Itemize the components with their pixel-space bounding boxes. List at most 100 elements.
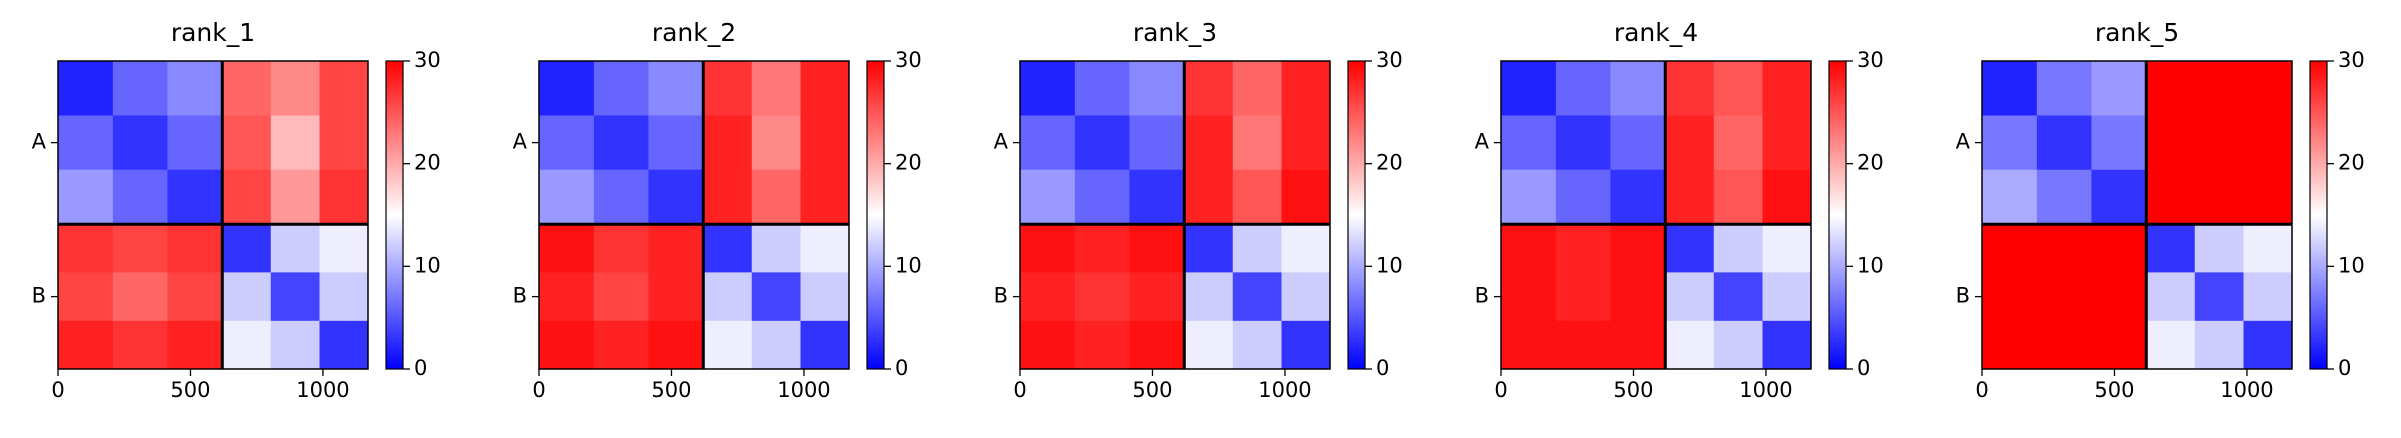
- heatmap-cell: [593, 320, 649, 370]
- heatmap-cell: [58, 61, 114, 116]
- heatmap-cell: [2036, 115, 2092, 171]
- heatmap-cell: [270, 169, 321, 225]
- heatmap-cell: [1762, 272, 1812, 322]
- heatmap-cell: [2036, 320, 2092, 370]
- heatmap-cell: [270, 320, 321, 370]
- heatmap-cell: [1020, 61, 1076, 116]
- heatmap-cell: [1129, 320, 1185, 370]
- heatmap-cell: [270, 224, 321, 273]
- heatmap-cell: [2243, 169, 2293, 225]
- colorbar-tick-label: 20: [895, 151, 922, 175]
- colorbar-tick-label: 20: [414, 151, 441, 175]
- y-tick-label: A: [32, 130, 47, 154]
- heatmap-cell: [319, 169, 369, 225]
- heatmap-cell: [1232, 224, 1283, 273]
- heatmap-cell: [1184, 115, 1234, 171]
- plot-frame: [57, 60, 369, 370]
- heatmap-cell: [2243, 115, 2293, 171]
- heatmap-cell: [1281, 115, 1331, 171]
- heatmap-cell: [1610, 272, 1666, 322]
- heatmap-cell: [1713, 61, 1764, 116]
- heatmap-cell: [648, 61, 704, 116]
- heatmap-cell: [58, 169, 114, 225]
- heatmap-cell: [539, 115, 595, 171]
- heatmap-cell: [648, 115, 704, 171]
- heatmap-cell: [1501, 320, 1557, 370]
- heatmap-cell: [167, 115, 223, 171]
- heatmap-cell: [2036, 61, 2092, 116]
- heatmap-cell: [1610, 115, 1666, 171]
- heatmap-cell: [1501, 224, 1557, 273]
- heatmap-cell: [2036, 272, 2092, 322]
- y-tick-label: A: [1475, 130, 1490, 154]
- colorbar-tick-label: 20: [1857, 151, 1884, 175]
- colorbar-tick-label: 10: [1857, 253, 1884, 277]
- heatmap-cell: [800, 61, 850, 116]
- heatmap-cell: [1281, 272, 1331, 322]
- heatmap-cell: [1501, 169, 1557, 225]
- heatmap-cell: [751, 224, 802, 273]
- x-tick-label: 1000: [2220, 378, 2273, 402]
- colorbar-tick-label: 10: [895, 253, 922, 277]
- colorbar: [2309, 60, 2328, 370]
- colorbar-tick-label: 30: [1857, 48, 1884, 72]
- colorbar: [385, 60, 404, 370]
- heatmap-cell: [222, 115, 272, 171]
- heatmap-cell: [1762, 320, 1812, 370]
- heatmap-cell: [1281, 61, 1331, 116]
- heatmap-cell: [319, 272, 369, 322]
- plot-frame: [1019, 60, 1331, 370]
- panel-title: rank_3: [1133, 18, 1217, 47]
- heatmap-cell: [58, 320, 114, 370]
- heatmap-cell: [1129, 61, 1185, 116]
- x-tick-label: 0: [1975, 378, 1988, 402]
- heatmap-cell: [1184, 169, 1234, 225]
- heatmap-cell: [222, 169, 272, 225]
- heatmap-cell: [1665, 169, 1715, 225]
- heatmap-cell: [2194, 272, 2245, 322]
- heatmap-cell: [800, 272, 850, 322]
- colorbar-tick-label: 0: [414, 356, 427, 380]
- x-tick-label: 500: [1613, 378, 1653, 402]
- heatmap-cell: [1665, 115, 1715, 171]
- heatmap-cell: [2243, 61, 2293, 116]
- heatmap-cell: [648, 224, 704, 273]
- plot-frame: [538, 60, 850, 370]
- heatmap-cell: [167, 61, 223, 116]
- x-tick-label: 1000: [1739, 378, 1792, 402]
- heatmap-cell: [1074, 61, 1130, 116]
- colorbar-tick-label: 0: [1857, 356, 1870, 380]
- heatmap-cell: [800, 115, 850, 171]
- heatmap-cell: [2194, 115, 2245, 171]
- heatmap-cell: [1610, 320, 1666, 370]
- heatmap-cell: [1501, 61, 1557, 116]
- heatmap-cell: [1129, 272, 1185, 322]
- panel: rank_5 0 500 1000 A B 0 10 20 30: [1956, 18, 2365, 402]
- x-tick-label: 0: [1013, 378, 1026, 402]
- heatmap-cell: [112, 61, 168, 116]
- heatmap-cell: [2146, 320, 2196, 370]
- colorbar: [866, 60, 885, 370]
- heatmap-cell: [1020, 115, 1076, 171]
- heatmap-cell: [58, 272, 114, 322]
- heatmap-cell: [2194, 169, 2245, 225]
- heatmap-cell: [1610, 224, 1666, 273]
- heatmap-cell: [1713, 224, 1764, 273]
- heatmap-cell: [593, 115, 649, 171]
- x-tick-label: 0: [1494, 378, 1507, 402]
- heatmap-cell: [2194, 224, 2245, 273]
- heatmap-cell: [1665, 224, 1715, 273]
- heatmap-cell: [703, 224, 753, 273]
- colorbar-tick-label: 10: [1376, 253, 1403, 277]
- heatmap-cell: [1982, 320, 2038, 370]
- heatmap-cell: [751, 115, 802, 171]
- panel-title: rank_2: [652, 18, 736, 47]
- heatmap-cell: [319, 61, 369, 116]
- heatmap-cell: [2036, 224, 2092, 273]
- colorbar-tick-label: 20: [1376, 151, 1403, 175]
- heatmap-cell: [1074, 224, 1130, 273]
- heatmap-cell: [800, 169, 850, 225]
- heatmap-cell: [1555, 320, 1611, 370]
- heatmap-cell: [1555, 169, 1611, 225]
- heatmap-cell: [2243, 224, 2293, 273]
